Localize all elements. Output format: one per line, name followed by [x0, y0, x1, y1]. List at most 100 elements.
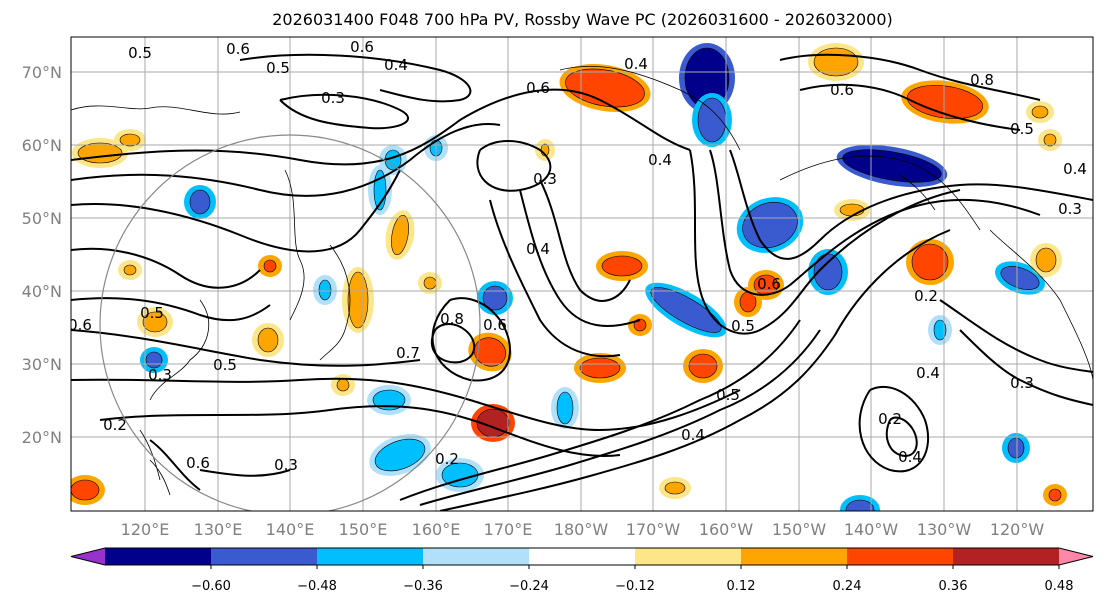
contour-label: 0.2 — [914, 287, 938, 305]
colorbar-bin — [105, 548, 212, 565]
contour-label: 0.4 — [526, 240, 550, 258]
anomaly-blob — [683, 349, 723, 383]
contour-label: 0.3 — [274, 456, 298, 474]
colorbar-tick-label: −0.24 — [509, 579, 549, 594]
anomaly-blob — [184, 185, 216, 219]
contour-label: 0.5 — [716, 386, 740, 404]
lon-tick-label: 120°E — [121, 520, 170, 539]
anomaly-core — [1008, 438, 1024, 458]
anomaly-core — [71, 480, 99, 500]
lon-tick-label: 130°E — [194, 520, 243, 539]
colorbar-tick-label: −0.36 — [403, 579, 443, 594]
lat-tick-label: 60°N — [22, 136, 62, 155]
contour-label: 0.8 — [440, 310, 464, 328]
contour-label: 0.3 — [1058, 200, 1082, 218]
contour-label: 0.4 — [916, 364, 940, 382]
colorbar-tick-label: 0.12 — [727, 579, 756, 594]
contour-label: 0.5 — [731, 317, 755, 335]
contour-label: 0.2 — [878, 410, 902, 428]
anomaly-core — [1044, 134, 1056, 146]
colorbar-bin — [529, 548, 636, 565]
contour-label: 0.5 — [266, 59, 290, 77]
anomaly-core — [319, 280, 331, 300]
anomaly-core — [665, 482, 685, 494]
anomaly-core — [698, 98, 726, 142]
anomaly-blob — [367, 385, 411, 415]
lon-tick-label: 170°E — [484, 520, 533, 539]
anomaly-blob — [118, 260, 142, 280]
anomaly-blob — [628, 314, 652, 336]
contour-label: 0.4 — [681, 426, 705, 444]
lon-tick-label: 140°E — [266, 520, 315, 539]
lat-tick-label: 40°N — [22, 282, 62, 301]
lon-tick-label: 130°W — [917, 520, 972, 539]
anomaly-blob — [906, 239, 954, 285]
colorbar-bin — [1059, 548, 1093, 565]
contour-label: 0.3 — [1010, 374, 1034, 392]
colorbar-tick-label: 0.24 — [833, 579, 862, 594]
anomaly-core — [424, 277, 436, 289]
anomaly-core — [840, 204, 864, 216]
contour-label: 0.8 — [970, 71, 994, 89]
anomaly-core — [337, 379, 349, 391]
colorbar-bin — [317, 548, 424, 565]
anomaly-blob — [551, 387, 579, 429]
colorbar-tick-label: 0.36 — [939, 579, 968, 594]
anomaly-core — [846, 500, 874, 520]
colorbar-bin — [635, 548, 742, 565]
contour-label: 0.4 — [898, 448, 922, 466]
lat-tick-label: 30°N — [22, 355, 62, 374]
lat-tick-label: 70°N — [22, 63, 62, 82]
contour-label: 0.7 — [396, 344, 420, 362]
lon-tick-label: 160°E — [412, 520, 461, 539]
contour-label: 0.2 — [103, 416, 127, 434]
contour-label: 0.5 — [213, 356, 237, 374]
anomaly-blob — [258, 255, 282, 277]
anomaly-blob — [1038, 129, 1062, 151]
colorbar: −0.60 −0.48 −0.36 −0.24 −0.12 0.12 0.24 0.36 0.4… — [71, 548, 1105, 594]
colorbar-bin — [741, 548, 848, 565]
contour-label: 0.5 — [128, 44, 152, 62]
colorbar-bin — [847, 548, 954, 565]
colorbar-bin — [211, 548, 318, 565]
chart-canvas: 0.6 0.6 0.5 0.4 0.3 0.6 0.4 0.5 0.3 0.4 0.8 0.7 0.6 0… — [0, 0, 1105, 604]
contour-label: 0.5 — [140, 304, 164, 322]
lat-tick-label: 20°N — [22, 428, 62, 447]
anomaly-blob — [535, 139, 555, 161]
contour-label: 0.6 — [757, 275, 781, 293]
anomaly-blob — [928, 315, 952, 345]
lon-tick-label: 150°E — [339, 520, 388, 539]
anomaly-core — [348, 272, 368, 328]
colorbar-tick-label: −0.48 — [297, 579, 337, 594]
contour-label: 0.4 — [384, 56, 408, 74]
contour-label: 0.3 — [148, 366, 172, 384]
anomaly-core — [1036, 248, 1056, 272]
lat-tick-label: 50°N — [22, 209, 62, 228]
anomaly-core — [1049, 489, 1061, 501]
colorbar-tick-label: 0.48 — [1045, 579, 1074, 594]
contour-label: 0.6 — [830, 81, 854, 99]
anomaly-blob — [1043, 484, 1067, 506]
anomaly-blob — [313, 275, 337, 305]
anomaly-core — [120, 134, 140, 146]
contour-label: 0.2 — [435, 450, 459, 468]
anomaly-core — [78, 143, 122, 163]
anomaly-core — [264, 260, 276, 272]
anomaly-core — [689, 354, 717, 378]
lon-tick-label: 160°W — [699, 520, 754, 539]
contour-label: 0.5 — [1010, 120, 1034, 138]
colorbar-bin — [71, 548, 105, 565]
anomaly-core — [190, 190, 210, 214]
lon-tick-label: 120°W — [990, 520, 1045, 539]
contour-label: 0.4 — [624, 55, 648, 73]
anomaly-core — [124, 265, 136, 275]
contour-label: 0.3 — [321, 89, 345, 107]
anomaly-core — [602, 256, 642, 276]
latitude-labels: 20°N 30°N 40°N 50°N 60°N 70°N — [22, 63, 62, 447]
longitude-labels: 120°E 130°E 140°E 150°E 160°E 170°E 180°W 170°W… — [121, 520, 1045, 539]
contour-label: 0.6 — [226, 40, 250, 58]
contour-label: 0.3 — [533, 170, 557, 188]
contour-label: 0.6 — [483, 316, 507, 334]
anomaly-core — [580, 358, 620, 378]
lon-tick-label: 180°W — [554, 520, 609, 539]
